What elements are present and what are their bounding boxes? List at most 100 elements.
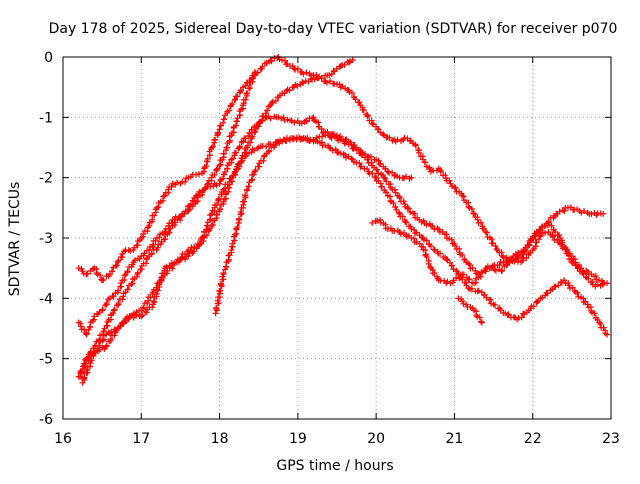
data-point [303, 118, 310, 125]
data-point [452, 242, 459, 249]
data-point [600, 210, 607, 217]
data-point [335, 149, 342, 156]
data-point [337, 63, 344, 70]
data-point [460, 271, 467, 278]
data-point [174, 179, 181, 186]
data-point [561, 208, 568, 215]
data-point [380, 131, 387, 138]
grid [63, 57, 611, 419]
data-point [236, 163, 243, 170]
data-point [476, 314, 483, 321]
data-point [480, 225, 487, 232]
y-axis-label: SDTVAR / TECUs [7, 182, 23, 297]
data-point [369, 170, 376, 177]
data-point [156, 234, 163, 241]
data-point [284, 116, 291, 123]
data-point [215, 196, 222, 203]
y-tick-label: -3 [39, 231, 53, 247]
data-point [456, 275, 463, 282]
data-point [216, 205, 223, 212]
data-point [427, 243, 434, 250]
data-point [208, 210, 215, 217]
data-point [204, 155, 211, 162]
data-point [455, 295, 462, 302]
data-point [319, 133, 326, 140]
data-point [267, 115, 274, 122]
data-point [187, 247, 194, 254]
data-point [119, 296, 126, 303]
data-point [168, 183, 175, 190]
data-point [426, 165, 433, 172]
data-point [119, 319, 126, 326]
data-point [299, 79, 306, 86]
data-point [228, 132, 235, 139]
data-point [364, 166, 371, 173]
y-tick-label: -1 [39, 110, 53, 126]
data-point [437, 168, 444, 175]
data-point [75, 373, 82, 380]
data-point [377, 216, 384, 223]
data-point [604, 331, 611, 338]
data-point [115, 287, 122, 294]
data-point [220, 116, 227, 123]
data-point [111, 332, 118, 339]
data-point [448, 236, 455, 243]
data-point [552, 228, 559, 235]
data-point [109, 268, 116, 275]
data-point [212, 136, 219, 143]
data-point [375, 126, 382, 133]
data-point [140, 231, 147, 238]
data-point [369, 120, 376, 127]
data-point [493, 245, 500, 252]
data-point [140, 304, 147, 311]
data-point [373, 166, 380, 173]
data-point [349, 57, 356, 64]
data-point [336, 134, 343, 141]
data-point [75, 265, 82, 272]
data-point [453, 274, 460, 281]
data-point [275, 114, 282, 121]
y-tick-label: -2 [39, 171, 53, 187]
data-point [534, 298, 541, 305]
data-point [405, 205, 412, 212]
data-point [220, 119, 227, 126]
data-point [468, 285, 475, 292]
data-point [337, 150, 344, 157]
data-point [220, 150, 227, 157]
data-point [597, 320, 604, 327]
data-point [292, 66, 299, 73]
data-point [352, 96, 359, 103]
x-tick-label: 21 [446, 431, 464, 447]
data-point [294, 82, 301, 89]
data-point [497, 258, 504, 265]
data-point [526, 239, 533, 246]
data-point [383, 178, 390, 185]
data-point [247, 139, 254, 146]
data-point [415, 149, 422, 156]
data-point [578, 265, 585, 272]
data-point [446, 235, 453, 242]
x-tick-label: 22 [524, 431, 542, 447]
data-point [384, 168, 391, 175]
data-point [423, 253, 430, 260]
data-point [396, 194, 403, 201]
data-point [215, 195, 222, 202]
data-point [254, 123, 261, 130]
data-point [193, 171, 200, 178]
data-point [172, 213, 179, 220]
data-point [124, 286, 131, 293]
data-point [358, 149, 365, 156]
data-point [111, 306, 118, 313]
data-point [266, 148, 273, 155]
data-point [216, 162, 223, 169]
data-point [549, 233, 556, 240]
data-point [193, 244, 200, 251]
data-point [128, 280, 135, 287]
data-point [185, 253, 192, 260]
data-point [188, 201, 195, 208]
data-point [147, 294, 154, 301]
data-point [264, 107, 271, 114]
data-point [386, 134, 393, 141]
data-point [330, 67, 337, 74]
